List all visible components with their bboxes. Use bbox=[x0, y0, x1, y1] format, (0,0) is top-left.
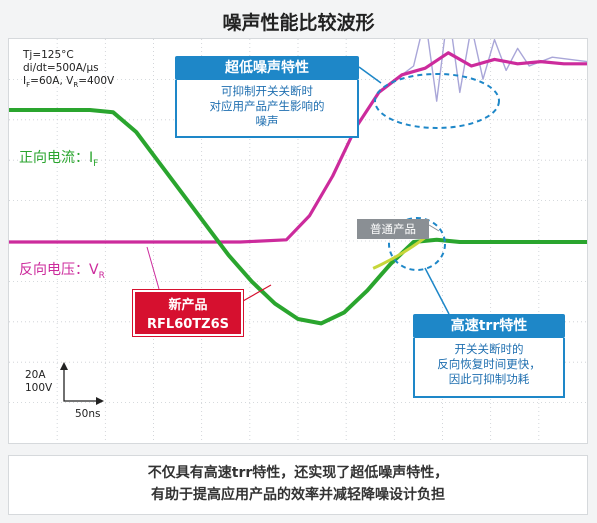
condition-didt: di/dt=500A/μs bbox=[23, 62, 99, 74]
waveform-chart bbox=[9, 39, 587, 443]
summary-line: 不仅具有高速trr特性，还实现了超低噪声特性， bbox=[147, 465, 449, 481]
callout-noise-line: 可抑制开关关断时 bbox=[221, 84, 313, 98]
callout-noise-heading: 超低噪声特性 bbox=[175, 56, 359, 80]
oscilloscope-panel: Tj=125°C di/dt=500A/μs IF=60A, VR=400V 正… bbox=[8, 38, 588, 444]
callout-noise-line: 对应用产品产生影响的 bbox=[209, 99, 325, 113]
noise-highlight-ellipse bbox=[374, 73, 500, 129]
standard-product-leader bbox=[428, 224, 440, 232]
condition-current-voltage: IF=60A, VR=400V bbox=[23, 75, 115, 90]
reverse-voltage-label: 反向电压：VR bbox=[19, 262, 105, 281]
callout-trr-line: 反向恢复时间更快， bbox=[437, 357, 541, 371]
callout-noise-body: 可抑制开关关断时 对应用产品产生影响的 噪声 bbox=[175, 80, 359, 138]
callout-noise-line: 噪声 bbox=[255, 114, 279, 128]
trr-highlight-ellipse bbox=[388, 217, 446, 271]
forward-current-label: 正向电流：IF bbox=[19, 150, 99, 169]
test-conditions: Tj=125°C di/dt=500A/μs IF=60A, VR=400V bbox=[23, 49, 114, 92]
standard-current-overlay bbox=[372, 236, 427, 270]
callout-trr-heading: 高速trr特性 bbox=[413, 314, 565, 338]
summary-footer: 不仅具有高速trr特性，还实现了超低噪声特性， 有助于提高应用产品的效率并减轻降… bbox=[8, 455, 588, 515]
callout-trr-line: 开关关断时的 bbox=[454, 342, 524, 356]
reverse-voltage-leader bbox=[146, 246, 160, 290]
scale-arrow-right bbox=[96, 397, 104, 405]
scale-voltage: 100V bbox=[25, 382, 53, 394]
noise-callout-leader bbox=[358, 66, 382, 84]
callout-trr-line: 因此可抑制功耗 bbox=[448, 372, 530, 386]
summary-line: 有助于提高应用产品的效率并减轻降噪设计负担 bbox=[151, 487, 445, 503]
new-product-leader bbox=[242, 284, 272, 302]
scale-axes-mark bbox=[63, 364, 102, 402]
standard-product-badge: 普通产品 bbox=[357, 219, 429, 239]
page-title: 噪声性能比较波形 bbox=[222, 12, 375, 34]
callout-trr-body: 开关关断时的 反向恢复时间更快， 因此可抑制功耗 bbox=[413, 338, 565, 398]
scale-arrow-up bbox=[60, 362, 68, 370]
new-product-model: RFL60TZ6S bbox=[147, 317, 229, 332]
forward-current-series bbox=[9, 108, 587, 326]
scale-current: 20A bbox=[25, 369, 46, 381]
scale-time: 50ns bbox=[75, 408, 101, 420]
trr-callout-leader bbox=[424, 267, 450, 315]
new-product-label: 新产品 bbox=[168, 298, 208, 313]
condition-temperature: Tj=125°C bbox=[23, 49, 74, 61]
new-product-badge: 新产品 RFL60TZ6S bbox=[133, 290, 243, 336]
